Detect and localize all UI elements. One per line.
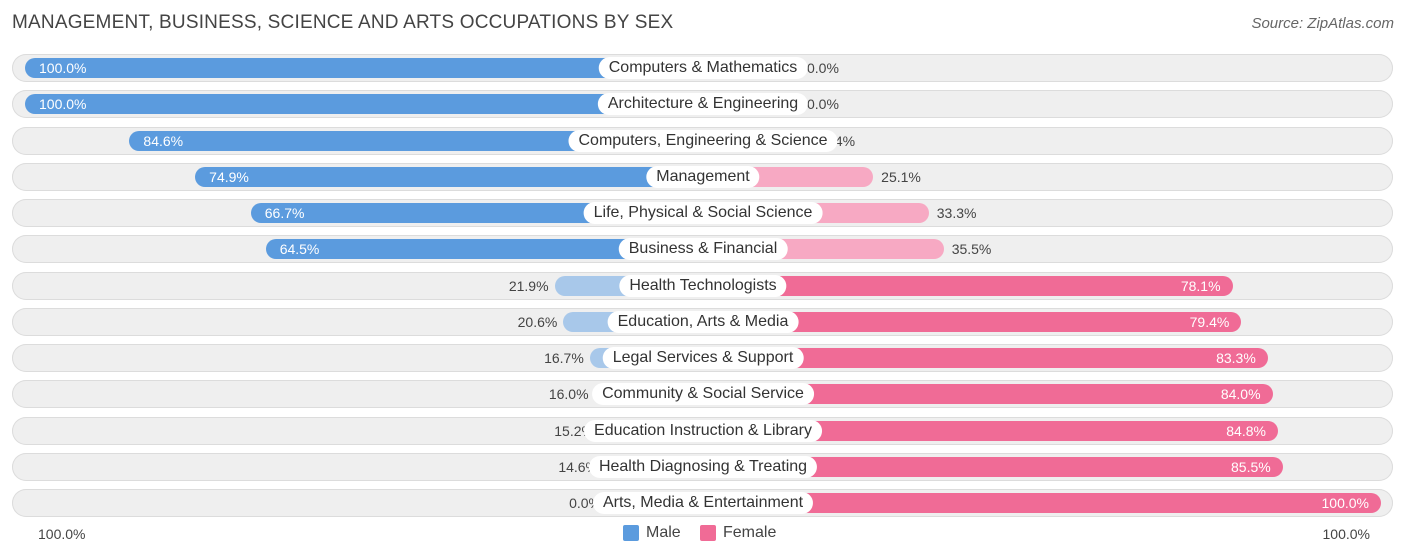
category-label: Management [646,166,760,188]
value-label-female: 100.0% [1321,495,1369,511]
value-label-male: 74.9% [209,169,249,185]
value-label-female: 0.0% [807,96,839,112]
value-label-male: 66.7% [264,205,305,221]
category-label: Health Diagnosing & Treating [588,456,818,478]
value-label-female: 79.4% [1189,314,1230,330]
value-label-male: 100.0% [39,96,87,112]
bar-male [25,58,703,78]
value-label-male: 16.7% [544,350,584,366]
bar-male [265,239,703,259]
bar-female [703,312,1242,332]
category-label: Education, Arts & Media [607,311,799,333]
bar-male [129,131,703,151]
category-label: Business & Financial [618,238,788,260]
legend-item-male: Male [623,524,681,542]
category-label: Legal Services & Support [602,347,804,369]
legend-swatch-male [623,525,639,541]
value-label-female: 84.0% [1220,386,1261,402]
legend-item-female: Female [700,524,776,542]
value-label-female: 0.0% [807,60,839,76]
bar-female [703,384,1273,404]
value-label-male: 100.0% [39,60,87,76]
value-label-male: 14.6% [558,459,599,475]
value-label-female: 85.5% [1231,459,1271,475]
value-label-male: 64.5% [279,241,320,257]
value-label-male: 20.6% [517,314,558,330]
value-label-female: 25.1% [881,169,921,185]
legend-swatch-female [700,525,716,541]
legend-label-male: Male [646,524,681,541]
category-label: Life, Physical & Social Science [583,202,823,224]
axis-left-label: 100.0% [38,526,86,542]
bar-female [703,457,1283,477]
bar-female [703,493,1381,513]
bar-male [25,94,703,114]
value-label-female: 84.8% [1226,423,1266,439]
value-label-female: 83.3% [1216,350,1256,366]
bar-female [703,348,1268,368]
category-label: Arts, Media & Entertainment [592,492,814,514]
bar-female [703,421,1278,441]
category-label: Community & Social Service [592,383,814,405]
value-label-male: 15.2% [554,423,594,439]
category-label: Health Technologists [619,275,787,297]
legend-label-female: Female [723,524,777,541]
value-label-female: 78.1% [1180,278,1221,294]
bar-male [195,167,703,187]
bar-female [703,276,1233,296]
value-label-male: 16.0% [548,386,589,402]
value-label-male: 21.9% [508,278,549,294]
category-label: Education Instruction & Library [584,420,822,442]
category-label: Computers & Mathematics [598,57,808,79]
value-label-female: 33.3% [936,205,977,221]
value-label-female: 35.5% [951,241,992,257]
source-label: Source: ZipAtlas.com [1251,15,1394,32]
axis-right-label: 100.0% [1322,526,1370,542]
chart-title: MANAGEMENT, BUSINESS, SCIENCE AND ARTS O… [12,12,674,33]
category-label: Architecture & Engineering [597,93,809,115]
value-label-male: 84.6% [143,133,184,149]
category-label: Computers, Engineering & Science [568,130,838,152]
